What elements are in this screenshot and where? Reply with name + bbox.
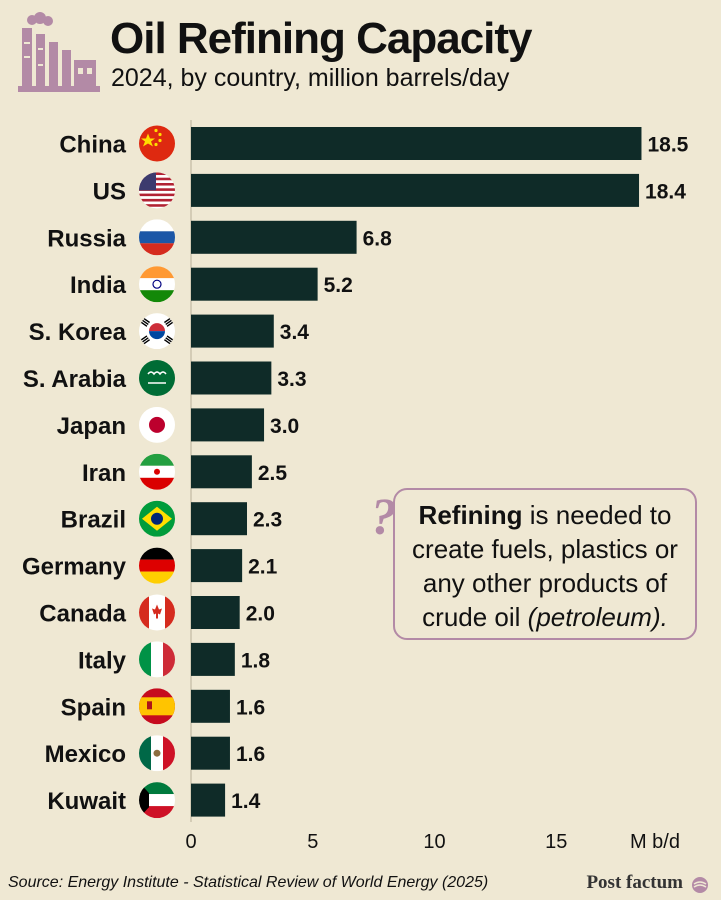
- bar: [191, 220, 357, 254]
- x-tick-label: 5: [307, 831, 318, 853]
- callout-line2: create fuels, plastics or: [412, 534, 678, 564]
- canada-flag-icon: [139, 594, 175, 631]
- mexico-flag-icon: [139, 735, 175, 772]
- category-label: China: [59, 132, 126, 159]
- bar: [191, 267, 318, 301]
- source-note: Source: Energy Institute - Statistical R…: [8, 874, 489, 891]
- category-label: Russia: [47, 225, 126, 252]
- category-label: Brazil: [61, 507, 126, 534]
- bar: [191, 361, 272, 395]
- bar: [191, 127, 642, 160]
- x-axis-unit-label: M b/d: [630, 831, 680, 853]
- x-tick-label: 0: [185, 831, 196, 853]
- value-label: 3.3: [277, 368, 306, 391]
- value-label: 1.4: [231, 790, 261, 813]
- china-flag-icon: [139, 125, 175, 162]
- bar: [191, 783, 226, 817]
- callout-bold: Refining: [418, 500, 523, 530]
- italy-flag-icon: [139, 641, 175, 678]
- category-label: Canada: [39, 601, 126, 628]
- value-label: 2.1: [248, 556, 278, 579]
- category-label: Spain: [61, 694, 126, 721]
- bar: [191, 642, 235, 676]
- spain-flag-icon: [139, 688, 175, 725]
- category-label: Iran: [82, 460, 126, 487]
- brand-logo: Post factum: [586, 872, 683, 893]
- category-label: Italy: [78, 647, 127, 674]
- value-label: 1.8: [241, 649, 271, 672]
- x-tick-label: 15: [545, 831, 567, 853]
- value-label: 6.8: [363, 227, 393, 250]
- value-label: 2.3: [253, 509, 282, 532]
- value-label: 3.0: [270, 415, 299, 438]
- japan-flag-icon: [139, 406, 175, 443]
- callout-line1: is needed to: [522, 500, 672, 530]
- saudi-arabia-flag-icon: [139, 360, 175, 396]
- callout-italic: (petroleum).: [527, 602, 668, 632]
- question-mark-icon: ?: [371, 489, 397, 546]
- bar: [191, 314, 274, 348]
- info-callout: Refining is needed to create fuels, plas…: [393, 488, 697, 640]
- category-label: S. Arabia: [23, 366, 127, 393]
- value-label: 18.4: [645, 180, 686, 203]
- value-label: 1.6: [236, 696, 265, 719]
- bar: [191, 689, 230, 723]
- india-flag-icon: [139, 266, 175, 303]
- value-label: 2.0: [246, 603, 275, 626]
- value-label: 5.2: [324, 274, 353, 297]
- bar: [191, 502, 248, 536]
- us-flag-icon: [139, 172, 175, 209]
- x-tick-label: 10: [423, 831, 445, 853]
- bar: [191, 173, 640, 207]
- category-label: US: [93, 178, 126, 205]
- brand-icon: [692, 877, 708, 893]
- callout-line4: crude oil: [422, 602, 528, 632]
- value-label: 18.5: [647, 134, 688, 157]
- kuwait-flag-icon: [139, 782, 175, 819]
- bar: [191, 408, 265, 442]
- bar: [191, 736, 230, 770]
- bar: [191, 455, 252, 489]
- page-title: Oil Refining Capacity: [110, 14, 533, 63]
- value-label: 3.4: [280, 321, 310, 344]
- bar: [191, 549, 243, 583]
- category-label: Germany: [22, 554, 127, 581]
- category-label: S. Korea: [29, 319, 127, 346]
- callout-line3: any other products of: [422, 568, 668, 598]
- bar: [191, 596, 240, 629]
- brazil-flag-icon: [139, 500, 175, 537]
- factory-icon: [18, 12, 100, 92]
- russia-flag-icon: [139, 219, 175, 256]
- value-label: 1.6: [236, 743, 265, 766]
- south-korea-flag-icon: [139, 313, 175, 350]
- header: Oil Refining Capacity 2024, by country, …: [0, 0, 721, 110]
- category-label: India: [70, 272, 127, 299]
- iran-flag-icon: [139, 453, 175, 490]
- bar-chart: China 18.5 US 18.4 Russia 6.8 India 5.2 S. Korea…: [22, 120, 689, 853]
- category-label: Kuwait: [47, 788, 126, 815]
- category-label: Japan: [57, 413, 126, 440]
- germany-flag-icon: [139, 547, 175, 584]
- callout-text: Refining is needed to create fuels, plas…: [395, 498, 695, 634]
- page-subtitle: 2024, by country, million barrels/day: [111, 64, 510, 92]
- category-label: Mexico: [45, 741, 126, 768]
- value-label: 2.5: [258, 462, 288, 485]
